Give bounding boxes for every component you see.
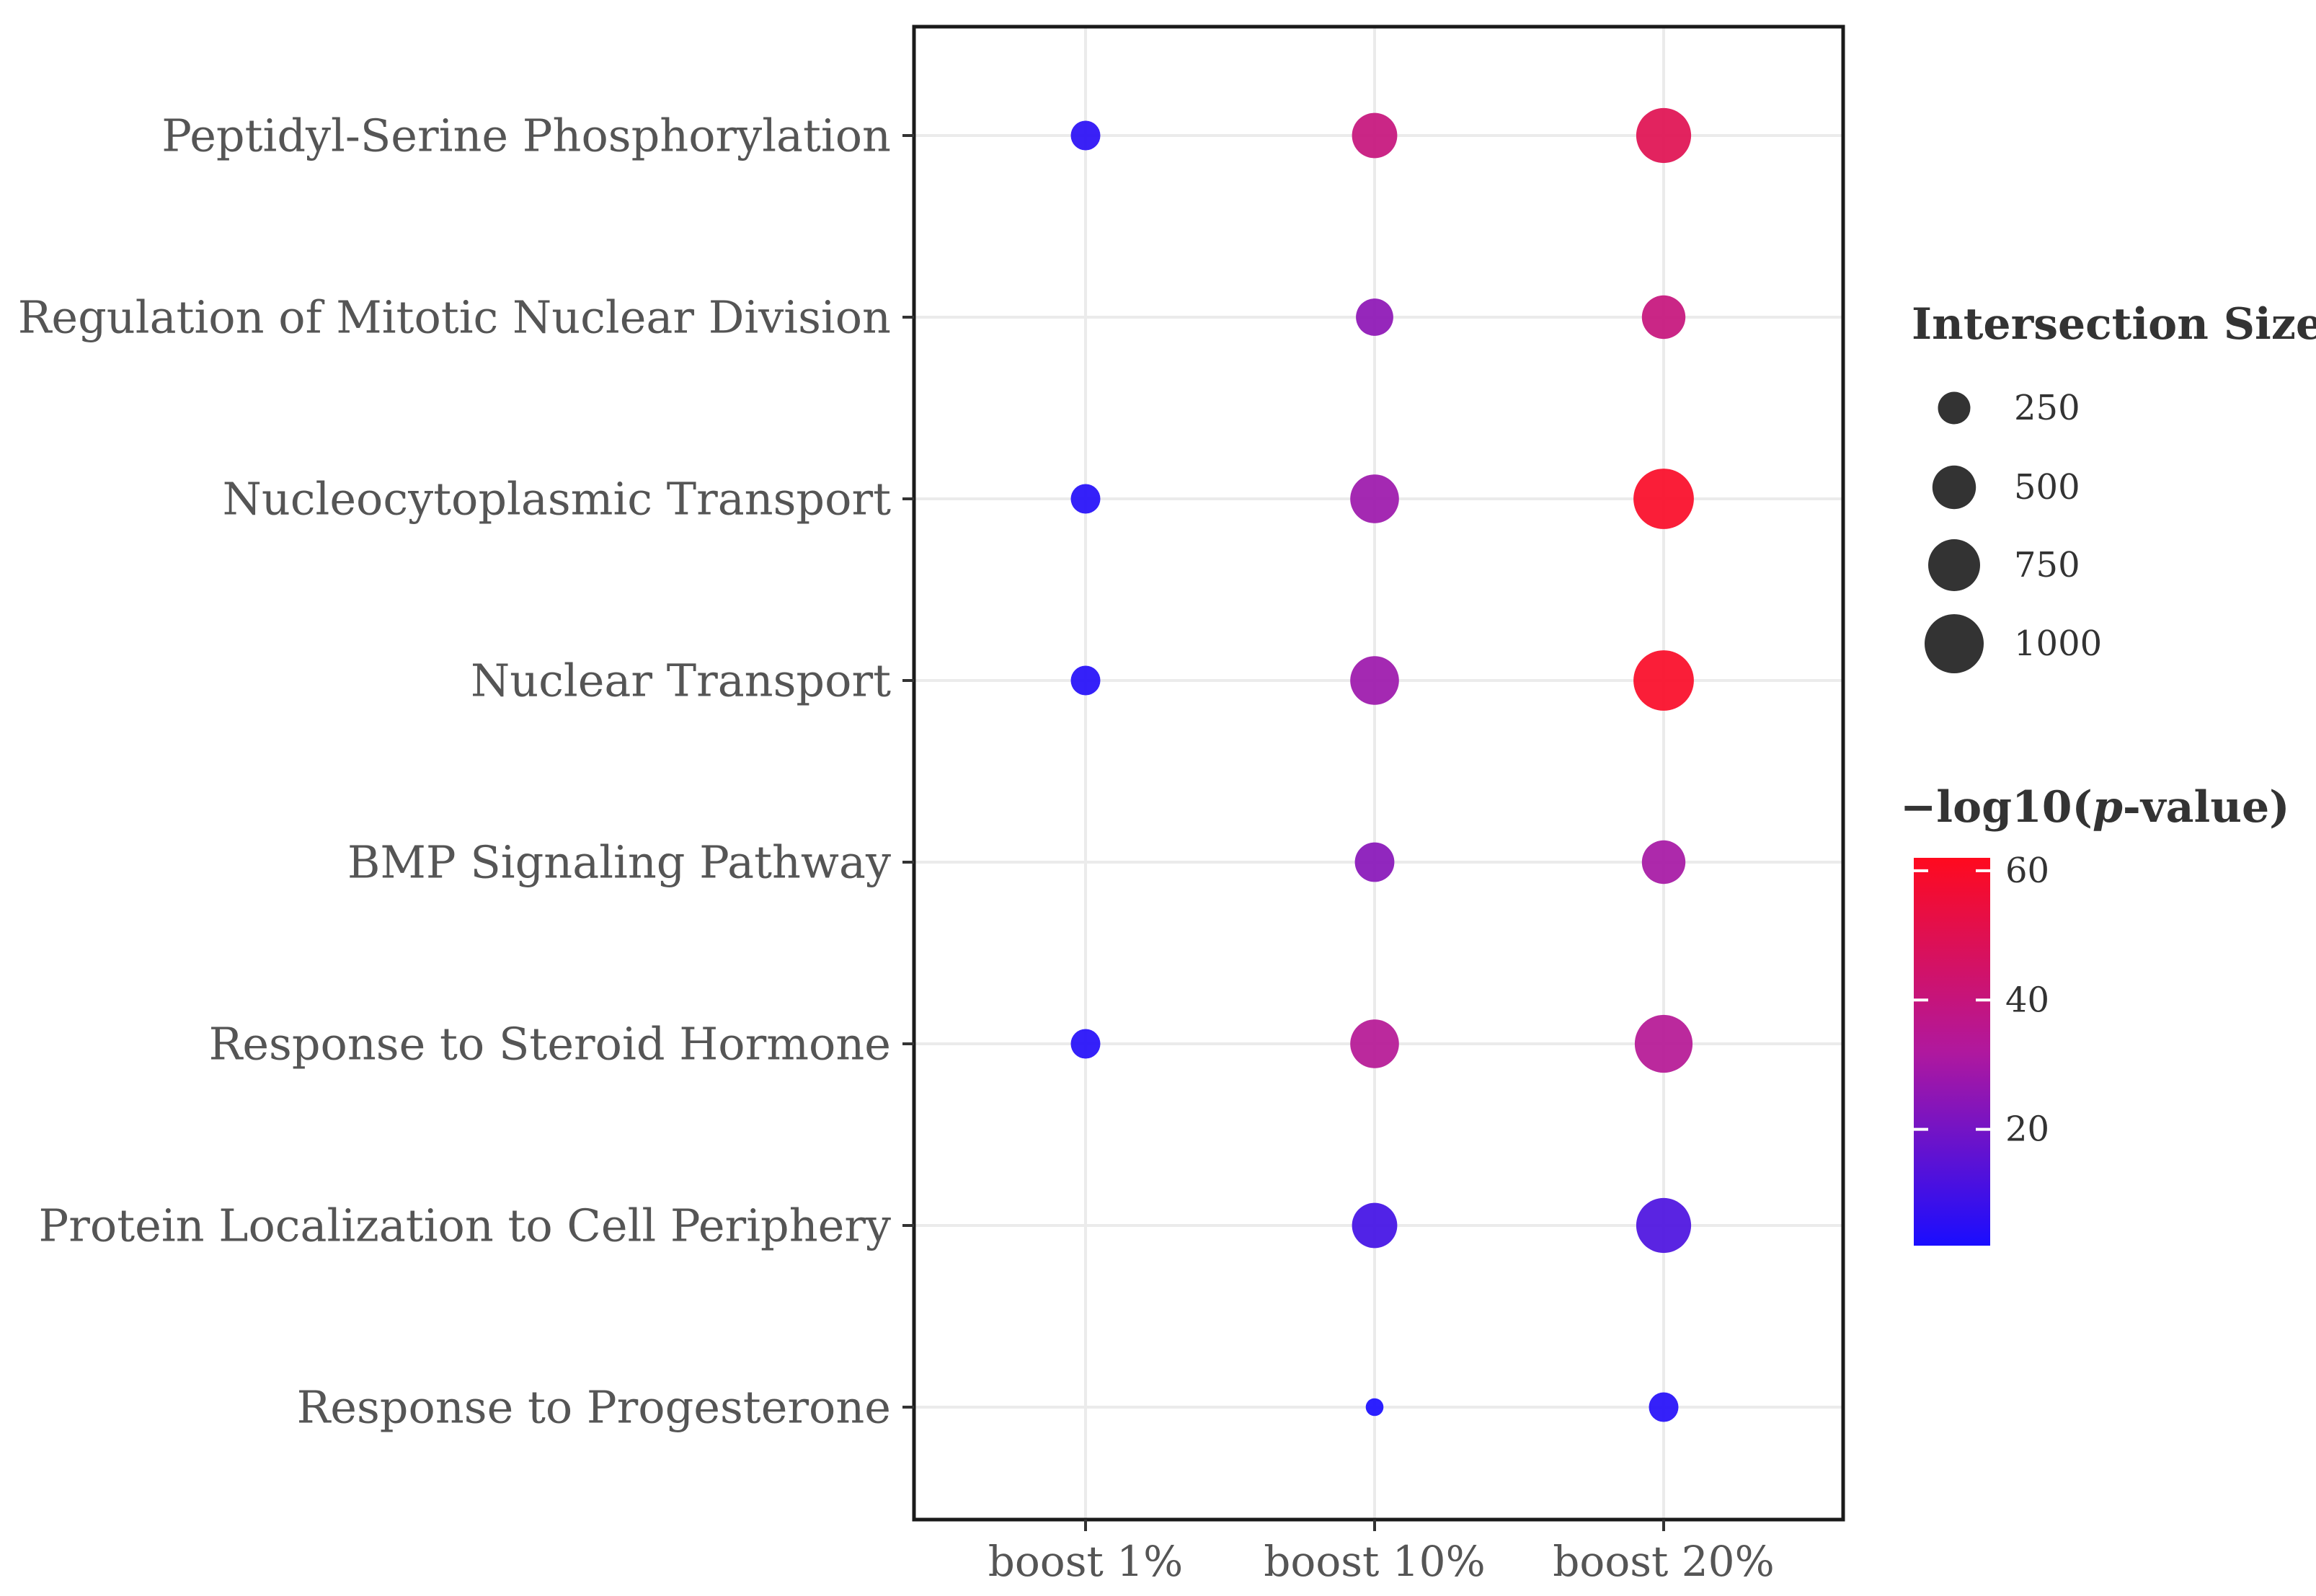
color-legend-label: 60: [2005, 851, 2049, 891]
data-point: [1070, 665, 1101, 696]
size-legend-key: [1938, 391, 1971, 425]
y-axis-labels: Peptidyl-Serine Phosphorylation Regulatio…: [18, 110, 914, 1434]
size-legend-key: [1932, 465, 1976, 510]
size-legend-key: [1928, 539, 1980, 591]
y-tick-label: Response to Steroid Hormone: [209, 1018, 891, 1070]
size-legend: Intersection Size 250 500 750 1000: [1912, 299, 2316, 673]
x-axis-labels: boost 1% boost 10% boost 20%: [988, 1520, 1775, 1586]
data-point: [1352, 1202, 1398, 1249]
color-legend-label: 40: [2005, 980, 2049, 1020]
size-legend-title: Intersection Size: [1912, 299, 2316, 350]
y-tick-label: BMP Signaling Pathway: [347, 836, 891, 889]
data-point: [1070, 120, 1101, 151]
color-bar: [1914, 858, 1990, 1246]
data-point: [1636, 1197, 1692, 1254]
color-legend: −log10(p-value) 20 40 60: [1900, 782, 2290, 1246]
data-point: [1365, 1398, 1384, 1417]
y-tick-label: Nuclear Transport: [471, 655, 891, 707]
y-tick-label: Regulation of Mitotic Nuclear Division: [18, 291, 891, 344]
size-legend-label: 750: [2014, 545, 2080, 585]
x-tick-label: boost 20%: [1553, 1537, 1774, 1586]
data-point: [1633, 469, 1694, 529]
data-point: [1636, 107, 1692, 164]
data-point: [1350, 474, 1399, 523]
y-tick-label: Protein Localization to Cell Periphery: [39, 1200, 891, 1252]
y-tick-label: Response to Progesterone: [297, 1381, 891, 1434]
x-tick-label: boost 1%: [988, 1537, 1184, 1586]
data-point: [1641, 295, 1686, 340]
size-legend-label: 1000: [2014, 624, 2102, 664]
data-point: [1633, 650, 1694, 711]
data-point: [1350, 1019, 1399, 1068]
color-legend-label: 20: [2005, 1109, 2049, 1150]
size-legend-key: [1925, 614, 1984, 673]
data-point: [1352, 112, 1398, 159]
data-point: [1070, 484, 1101, 514]
x-tick-label: boost 10%: [1264, 1537, 1485, 1586]
size-legend-label: 500: [2014, 467, 2080, 507]
gridlines: [914, 27, 1843, 1520]
data-points: [1070, 107, 1694, 1422]
data-point: [1649, 1392, 1679, 1422]
y-tick-label: Nucleocytoplasmic Transport: [223, 473, 891, 526]
data-point: [1070, 1029, 1101, 1059]
y-tick-label: Peptidyl-Serine Phosphorylation: [161, 110, 891, 162]
data-point: [1634, 1014, 1693, 1073]
data-point: [1354, 842, 1395, 882]
data-point: [1641, 840, 1686, 885]
data-point: [1350, 656, 1399, 705]
color-legend-title: −log10(p-value): [1900, 782, 2290, 833]
size-legend-label: 250: [2014, 388, 2080, 428]
data-point: [1356, 298, 1393, 336]
panel-border: [912, 25, 1845, 1522]
